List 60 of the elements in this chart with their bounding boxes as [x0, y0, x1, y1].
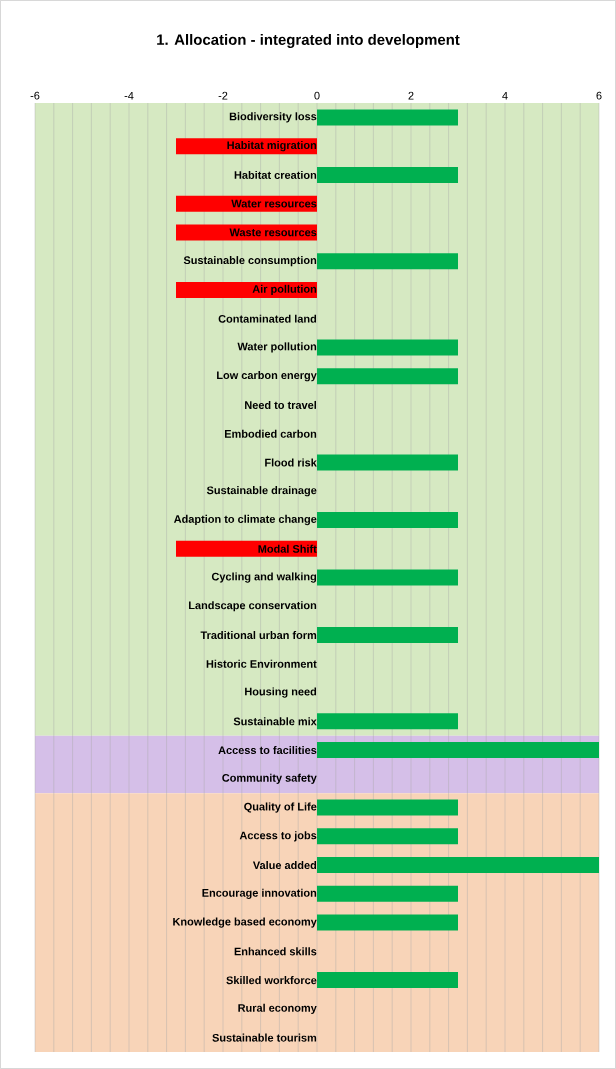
y-tick-label: Water resources	[231, 199, 317, 208]
bar	[317, 454, 458, 471]
bar	[317, 914, 458, 931]
bar	[317, 339, 458, 356]
bar	[317, 253, 458, 270]
bar	[317, 569, 458, 586]
y-tick-label: Sustainable mix	[233, 717, 317, 726]
y-tick-label: Sustainable consumption	[183, 256, 317, 267]
bar	[317, 109, 458, 126]
y-tick-label: Biodiversity loss	[229, 112, 317, 123]
x-tick-label: 0	[314, 91, 320, 100]
bar	[317, 857, 599, 874]
bar	[176, 540, 317, 557]
y-tick-label: Air pollution	[252, 284, 317, 296]
y-tick-label: Habitat migration	[227, 141, 317, 152]
y-tick-label: Enhanced skills	[234, 947, 317, 956]
y-tick-label: Waste resources	[229, 228, 317, 237]
y-tick-label: Skilled workforce	[226, 976, 317, 985]
x-tick-label: -2	[218, 91, 228, 100]
y-tick-label: Sustainable tourism	[212, 1033, 317, 1042]
y-tick-label: Adaption to climate change	[173, 514, 317, 526]
bar	[317, 627, 458, 644]
y-tick-label: Access to jobs	[239, 831, 317, 842]
y-tick-label: Need to travel	[245, 400, 317, 409]
bar	[317, 885, 458, 902]
bar	[317, 511, 458, 528]
y-tick-label: Quality of Life	[244, 802, 317, 813]
y-tick-label: Access to facilities	[218, 746, 317, 755]
y-tick-label: Sustainable drainage	[206, 486, 317, 497]
y-tick-label: Encourage innovation	[202, 888, 317, 899]
chart-title: 1. Allocation - integrated into development	[157, 33, 460, 48]
y-tick-label: Landscape conservation	[189, 601, 317, 612]
y-tick-label: Habitat creation	[234, 170, 317, 179]
bar	[317, 828, 458, 845]
x-tick-label: 4	[502, 91, 508, 100]
y-tick-label: Housing need	[245, 687, 317, 698]
y-tick-label: Traditional urban form	[200, 631, 317, 640]
y-tick-label: Rural economy	[238, 1003, 317, 1014]
x-tick-label: -6	[30, 91, 40, 100]
bar	[317, 368, 458, 385]
x-tick-label: 6	[596, 91, 602, 100]
y-tick-label: Community safety	[222, 773, 317, 784]
x-tick-label: 2	[408, 91, 414, 100]
y-tick-label: Water pollution	[237, 342, 317, 353]
y-tick-label: Embodied carbon	[224, 429, 317, 438]
y-tick-label: Contaminated land	[218, 314, 317, 323]
bar	[176, 281, 317, 298]
bar	[317, 799, 458, 816]
bar	[317, 972, 458, 989]
y-tick-label: Cycling and walking	[211, 572, 317, 583]
y-tick-label: Low carbon energy	[217, 371, 317, 382]
y-tick-label: Value added	[252, 861, 317, 870]
bar	[317, 713, 458, 730]
y-tick-label: Flood risk	[265, 458, 317, 467]
x-tick-label: -4	[124, 91, 134, 100]
y-tick-label: Historic Environment	[206, 659, 317, 668]
y-tick-label: Modal Shift	[258, 544, 317, 553]
y-tick-label: Knowledge based economy	[173, 917, 317, 928]
bar	[317, 742, 599, 759]
bar	[317, 166, 458, 183]
